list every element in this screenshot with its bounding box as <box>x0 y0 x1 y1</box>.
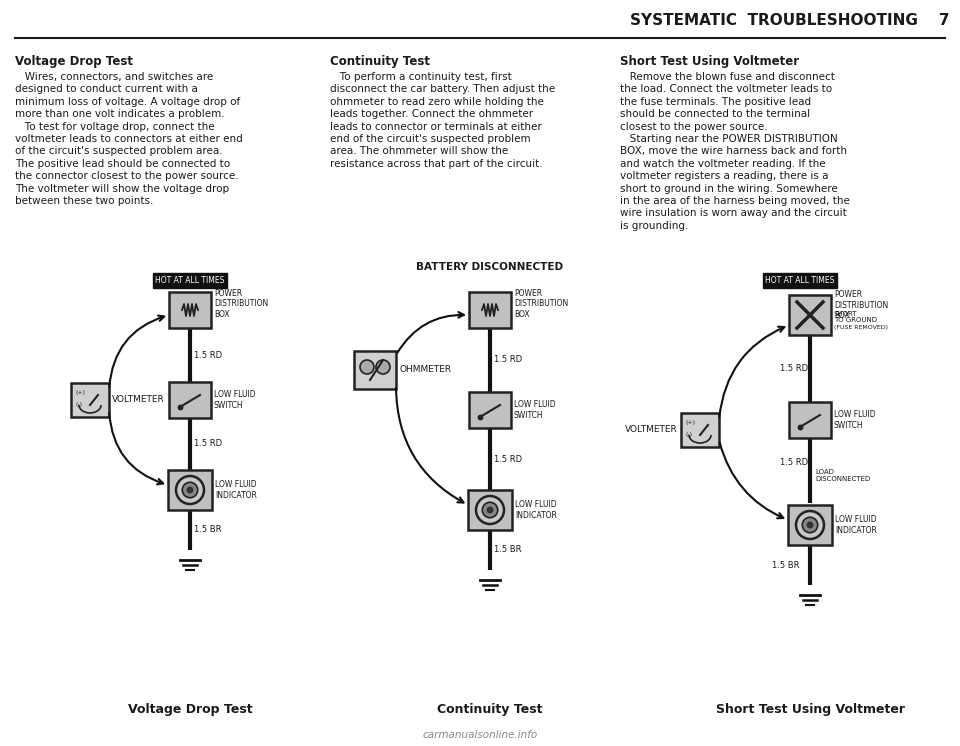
Text: 1.5 RD: 1.5 RD <box>780 364 808 373</box>
FancyArrowPatch shape <box>720 442 783 518</box>
Bar <box>789 402 831 438</box>
Text: (+): (+) <box>76 390 86 395</box>
Text: OHMMETER: OHMMETER <box>399 366 451 374</box>
Text: Wires, connectors, and switches are
designed to conduct current with a
minimum l: Wires, connectors, and switches are desi… <box>15 72 243 206</box>
Text: VOLTMETER: VOLTMETER <box>112 395 165 404</box>
Text: Voltage Drop Test: Voltage Drop Test <box>15 55 133 68</box>
Text: carmanualsonline.info: carmanualsonline.info <box>422 730 538 740</box>
Bar <box>354 351 396 389</box>
Text: 1.5 RD: 1.5 RD <box>494 454 522 463</box>
Bar <box>168 470 212 510</box>
Text: (-): (-) <box>686 432 693 437</box>
Text: HOT AT ALL TIMES: HOT AT ALL TIMES <box>156 276 225 285</box>
Text: (-): (-) <box>76 402 83 407</box>
Text: (+): (+) <box>686 420 696 425</box>
Text: 1.5 BR: 1.5 BR <box>494 545 521 554</box>
Bar <box>789 295 831 335</box>
Text: HOT AT ALL TIMES: HOT AT ALL TIMES <box>765 276 834 285</box>
Text: LOW FLUID
INDICATOR: LOW FLUID INDICATOR <box>835 515 876 535</box>
Bar <box>169 292 211 328</box>
Bar <box>468 490 512 530</box>
FancyArrowPatch shape <box>396 388 464 503</box>
Text: Short Test Using Voltmeter: Short Test Using Voltmeter <box>715 703 904 716</box>
Text: LOW FLUID
INDICATOR: LOW FLUID INDICATOR <box>515 501 557 520</box>
Circle shape <box>482 502 497 518</box>
Bar <box>469 292 511 328</box>
Text: BATTERY DISCONNECTED: BATTERY DISCONNECTED <box>417 262 564 272</box>
FancyArrowPatch shape <box>109 316 164 387</box>
Bar <box>681 413 719 447</box>
Text: 1.5 BR: 1.5 BR <box>772 560 800 569</box>
Bar <box>788 505 832 545</box>
Bar <box>169 382 211 418</box>
Text: 1.5 BR: 1.5 BR <box>194 525 222 534</box>
Text: 1.5 RD: 1.5 RD <box>194 439 222 448</box>
Text: LOW FLUID
SWITCH: LOW FLUID SWITCH <box>514 401 556 420</box>
Text: (FUSE REMOVED): (FUSE REMOVED) <box>834 325 888 330</box>
Circle shape <box>376 360 390 374</box>
Circle shape <box>360 360 374 374</box>
Text: Remove the blown fuse and disconnect
the load. Connect the voltmeter leads to
th: Remove the blown fuse and disconnect the… <box>620 72 850 231</box>
Text: 1.5 RD: 1.5 RD <box>194 351 222 360</box>
Text: LOAD
DISCONNECTED: LOAD DISCONNECTED <box>815 469 871 482</box>
Circle shape <box>796 511 824 539</box>
Text: POWER
DISTRIBUTION
BOX: POWER DISTRIBUTION BOX <box>834 290 888 320</box>
Text: LOW FLUID
SWITCH: LOW FLUID SWITCH <box>214 390 255 410</box>
Circle shape <box>807 522 813 528</box>
Circle shape <box>187 487 193 493</box>
Circle shape <box>487 507 492 513</box>
FancyArrowPatch shape <box>719 327 784 417</box>
Text: Continuity Test: Continuity Test <box>437 703 542 716</box>
Bar <box>469 392 511 428</box>
Circle shape <box>176 476 204 504</box>
Circle shape <box>476 496 504 524</box>
Text: VOLTMETER: VOLTMETER <box>625 425 678 434</box>
Text: SYSTEMATIC  TROUBLESHOOTING    7: SYSTEMATIC TROUBLESHOOTING 7 <box>631 13 950 28</box>
FancyArrowPatch shape <box>109 413 163 484</box>
Text: POWER
DISTRIBUTION
BOX: POWER DISTRIBUTION BOX <box>514 289 568 319</box>
Text: Voltage Drop Test: Voltage Drop Test <box>128 703 252 716</box>
Bar <box>71 383 109 417</box>
Circle shape <box>182 483 198 498</box>
Text: SHORT
TO GROUND: SHORT TO GROUND <box>834 310 877 324</box>
Text: Short Test Using Voltmeter: Short Test Using Voltmeter <box>620 55 799 68</box>
Text: LOW FLUID
SWITCH: LOW FLUID SWITCH <box>834 410 876 430</box>
Text: Continuity Test: Continuity Test <box>330 55 430 68</box>
Text: LOW FLUID
INDICATOR: LOW FLUID INDICATOR <box>215 480 257 500</box>
Circle shape <box>803 517 818 533</box>
Text: To perform a continuity test, first
disconnect the car battery. Then adjust the
: To perform a continuity test, first disc… <box>330 72 555 169</box>
FancyArrowPatch shape <box>397 312 464 353</box>
Text: 1.5 RD: 1.5 RD <box>494 356 522 365</box>
Text: POWER
DISTRIBUTION
BOX: POWER DISTRIBUTION BOX <box>214 289 268 319</box>
Text: 1.5 RD: 1.5 RD <box>780 458 808 467</box>
